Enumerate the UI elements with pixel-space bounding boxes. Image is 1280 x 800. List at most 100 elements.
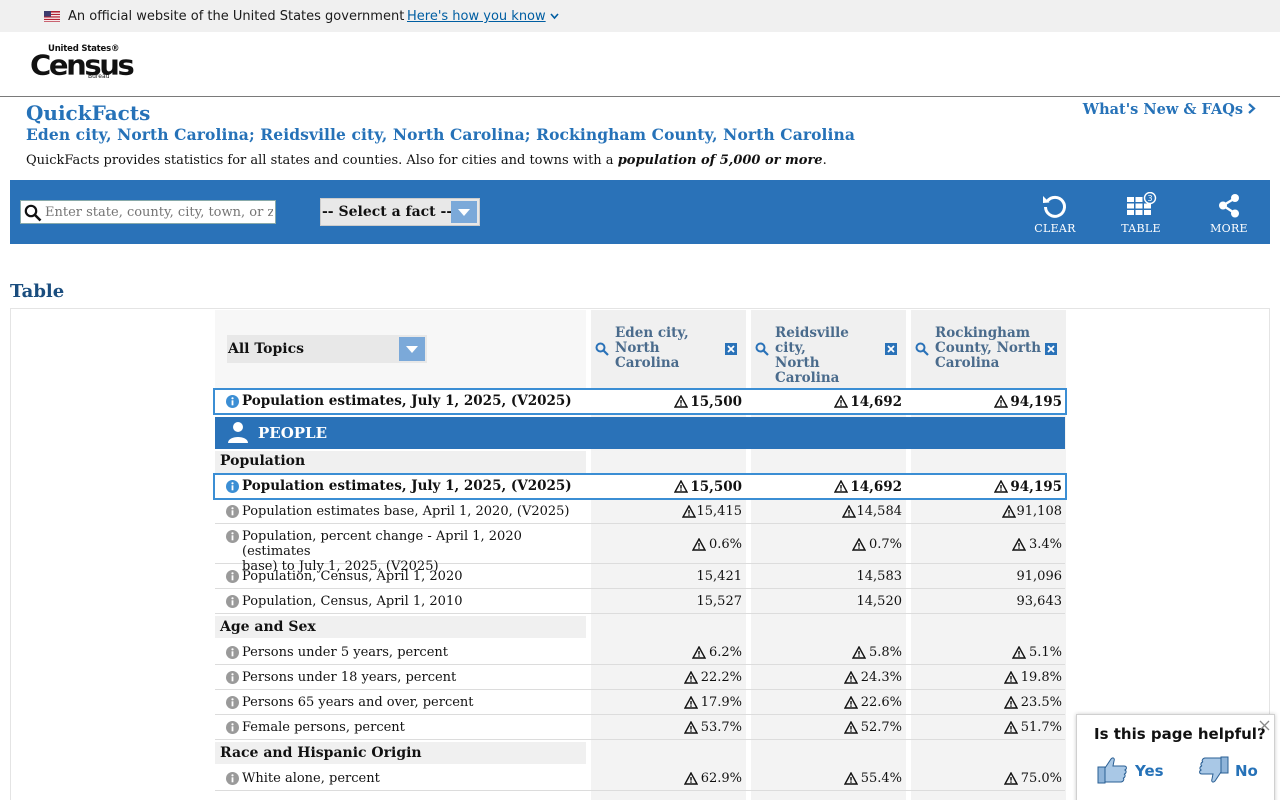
table-row[interactable]: Female persons, percent 53.7% 52.7% 51.7… — [215, 716, 1065, 740]
search-icon — [24, 204, 42, 222]
whats-new-label: What's New & FAQs — [1082, 101, 1243, 118]
zoom-icon[interactable] — [595, 342, 609, 356]
table-row[interactable]: Population, percent change - April 1, 20… — [215, 525, 1065, 574]
table-row[interactable]: Population estimates, July 1, 2025, (V20… — [215, 475, 1065, 499]
feedback-no-button[interactable]: No — [1197, 755, 1258, 787]
clear-button[interactable]: CLEAR — [1025, 192, 1085, 238]
table-row[interactable]: Population estimates base, April 1, 2020… — [215, 500, 1065, 524]
row-value: 19.8% — [911, 666, 1066, 689]
row-label-cell: Population estimates, July 1, 2025, (V20… — [215, 475, 586, 499]
info-icon[interactable] — [226, 646, 239, 659]
info-icon[interactable] — [226, 721, 239, 734]
close-icon[interactable] — [885, 343, 897, 355]
info-icon[interactable] — [226, 395, 239, 408]
warning-icon[interactable] — [844, 721, 858, 734]
search-input[interactable] — [45, 203, 273, 221]
topics-select-arrow[interactable] — [399, 337, 425, 361]
person-icon — [228, 422, 248, 443]
row-value: 24.3% — [751, 666, 906, 689]
chevron-right-icon — [1248, 103, 1256, 114]
warning-icon[interactable] — [852, 538, 866, 551]
warning-icon[interactable] — [1004, 696, 1018, 709]
table-row[interactable]: White alone, percent 62.9% 55.4% 75.0% — [215, 767, 1065, 791]
page-title[interactable]: QuickFacts — [26, 101, 151, 125]
table-label: TABLE — [1121, 222, 1161, 235]
row-value: 5.1% — [911, 641, 1066, 664]
table-row[interactable]: Persons under 5 years, percent 6.2% 5.8%… — [215, 641, 1065, 665]
info-icon[interactable] — [226, 595, 239, 608]
row-value: 91,096 — [1016, 569, 1063, 584]
warning-icon[interactable] — [684, 671, 698, 684]
table-row[interactable]: Population, Census, April 1, 2010 15,527… — [215, 590, 1065, 614]
chevron-down-icon[interactable] — [550, 13, 559, 20]
fact-select-arrow[interactable] — [451, 201, 477, 223]
warning-icon[interactable] — [994, 395, 1008, 408]
info-icon[interactable] — [226, 505, 239, 518]
table-row[interactable]: Persons 65 years and over, percent 17.9%… — [215, 691, 1065, 715]
info-icon[interactable] — [226, 696, 239, 709]
fact-select[interactable]: -- Select a fact -- — [320, 198, 480, 226]
row-value: 0.7% — [751, 525, 906, 563]
warning-icon[interactable] — [674, 480, 688, 493]
row-value: 55.4% — [751, 767, 906, 790]
feedback-yes-button[interactable]: Yes — [1097, 755, 1164, 787]
warning-icon[interactable] — [684, 721, 698, 734]
more-button[interactable]: MORE — [1199, 192, 1259, 238]
warning-icon[interactable] — [692, 538, 706, 551]
search-box[interactable] — [20, 200, 276, 224]
row-value: 22.2% — [591, 666, 746, 689]
row-label: Population, Census, April 1, 2010 — [242, 594, 463, 609]
table-row[interactable]: Population estimates, July 1, 2025, (V20… — [215, 390, 1065, 414]
table-button[interactable]: 3 TABLE — [1111, 192, 1171, 238]
warning-icon[interactable] — [834, 480, 848, 493]
zoom-icon[interactable] — [915, 342, 929, 356]
row-label-cell: Female persons, percent — [215, 716, 586, 739]
whats-new-link[interactable]: What's New & FAQs — [1083, 101, 1256, 118]
section-title-race: Race and Hispanic Origin — [215, 742, 586, 764]
warning-icon[interactable] — [1004, 772, 1018, 785]
row-value: 22.6% — [751, 691, 906, 714]
warning-icon[interactable] — [842, 505, 856, 518]
info-icon[interactable] — [226, 772, 239, 785]
warning-icon[interactable] — [684, 772, 698, 785]
warning-icon[interactable] — [844, 696, 858, 709]
row-value: 53.7% — [591, 716, 746, 739]
warning-icon[interactable] — [1012, 646, 1026, 659]
warning-icon[interactable] — [1004, 721, 1018, 734]
table-row[interactable]: Persons under 18 years, percent 22.2% 24… — [215, 666, 1065, 690]
row-value: 51.7% — [911, 716, 1066, 739]
warning-icon[interactable] — [674, 395, 688, 408]
info-icon[interactable] — [226, 530, 239, 543]
description-emphasis: population of 5,000 or more — [617, 153, 823, 168]
info-icon[interactable] — [226, 570, 239, 583]
zoom-icon[interactable] — [755, 342, 769, 356]
table-row[interactable]: Population, Census, April 1, 2020 15,421… — [215, 565, 1065, 589]
warning-icon[interactable] — [852, 646, 866, 659]
warning-icon[interactable] — [844, 772, 858, 785]
warning-icon[interactable] — [684, 696, 698, 709]
close-icon[interactable] — [725, 343, 737, 355]
close-icon[interactable] — [1045, 343, 1057, 355]
info-icon[interactable] — [226, 671, 239, 684]
description-text: QuickFacts provides statistics for all s… — [26, 153, 618, 168]
warning-icon[interactable] — [692, 646, 706, 659]
warning-icon[interactable] — [834, 395, 848, 408]
warning-icon[interactable] — [994, 480, 1008, 493]
chevron-down-icon — [458, 209, 470, 216]
row-label: Population, Census, April 1, 2020 — [242, 569, 463, 584]
row-value: 14,692 — [751, 390, 906, 414]
share-icon — [1219, 194, 1239, 218]
warning-icon[interactable] — [1012, 538, 1026, 551]
how-you-know-link[interactable]: Here's how you know — [407, 9, 546, 24]
close-icon[interactable] — [1259, 720, 1270, 731]
row-label: Persons 65 years and over, percent — [242, 695, 474, 710]
warning-icon[interactable] — [1004, 671, 1018, 684]
topics-select[interactable]: All Topics — [227, 335, 427, 363]
warning-icon[interactable] — [844, 671, 858, 684]
more-label: MORE — [1210, 222, 1248, 235]
warning-icon[interactable] — [682, 505, 696, 518]
census-logo[interactable]: United States® Census Bureau — [30, 44, 135, 84]
info-icon[interactable] — [226, 480, 239, 493]
warning-icon[interactable] — [1002, 505, 1016, 518]
section-title-population: Population — [215, 451, 586, 473]
